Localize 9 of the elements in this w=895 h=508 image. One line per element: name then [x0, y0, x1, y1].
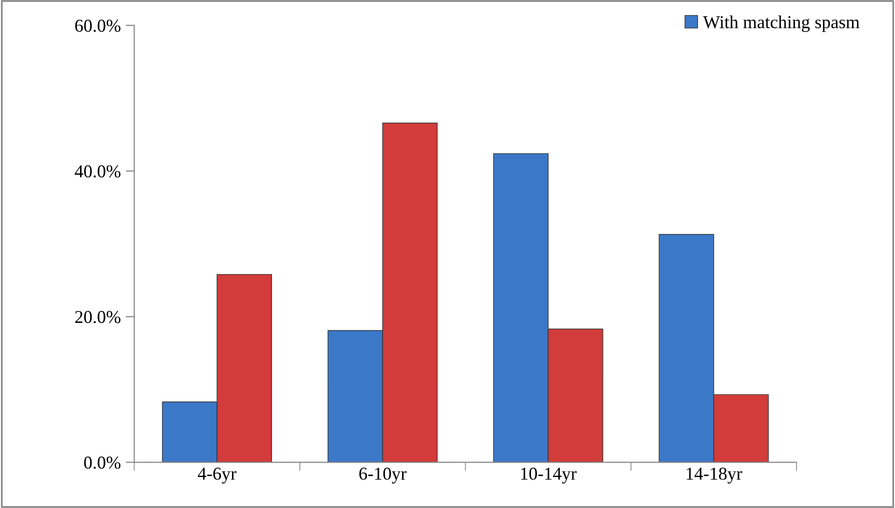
y-tick-label: 40.0%	[74, 165, 120, 178]
legend-label: With matching spasm	[703, 16, 860, 32]
x-tick-label: 14-18yr	[686, 468, 742, 484]
x-tick-label: 4-6yr	[198, 468, 236, 484]
x-tick-label: 6-10yr	[359, 468, 407, 484]
y-tick-label: 0.0%	[84, 456, 120, 469]
x-tick-label: 10-14yr	[521, 468, 577, 484]
y-tick-label: 60.0%	[75, 20, 120, 32]
y-tick-label: 20.0%	[75, 310, 120, 324]
